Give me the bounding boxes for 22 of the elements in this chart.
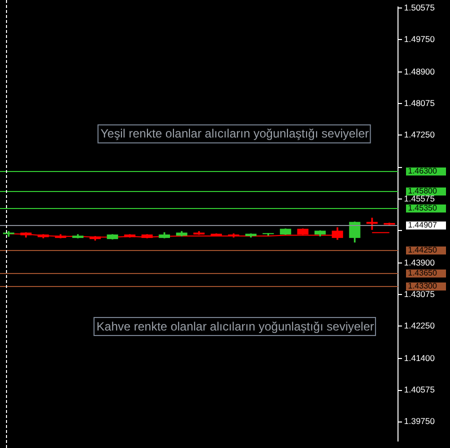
y-tick-label: 1.40575 <box>404 384 435 395</box>
y-tick-label: 1.49750 <box>404 34 435 44</box>
y-tick-label: 1.41400 <box>404 353 435 364</box>
y-tick-label: 1.39750 <box>404 416 435 426</box>
ref-line-label: 1.43300 <box>408 282 438 291</box>
ref-line-label: 1.46300 <box>408 166 438 176</box>
annotation: Kahve renkte olanlar alıcıların yoğunlaştığı seviyeler <box>96 319 374 334</box>
y-tick-label: 1.47250 <box>404 129 435 140</box>
y-tick-label: 1.42250 <box>404 320 435 331</box>
y-tick-label: 1.45575 <box>404 194 435 204</box>
y-tick-label: 1.43075 <box>404 289 435 300</box>
y-tick-label: 1.48075 <box>404 98 435 108</box>
y-tick-label: 1.50575 <box>404 2 435 12</box>
annotation: Yeşil renkte olanlar alıcıların yoğunlaştığı seviyeler <box>100 126 369 141</box>
y-tick-label: 1.43900 <box>404 258 435 268</box>
ref-line-label: 1.43650 <box>408 268 438 278</box>
candlestick <box>366 218 378 230</box>
ref-line-label: 1.45350 <box>408 204 438 213</box>
ref-line-label: 1.45800 <box>408 186 438 196</box>
ref-line-label: 1.44250 <box>408 246 438 255</box>
ref-line-label: 1.44907 <box>408 220 438 230</box>
y-tick-label: 1.48900 <box>404 66 435 76</box>
